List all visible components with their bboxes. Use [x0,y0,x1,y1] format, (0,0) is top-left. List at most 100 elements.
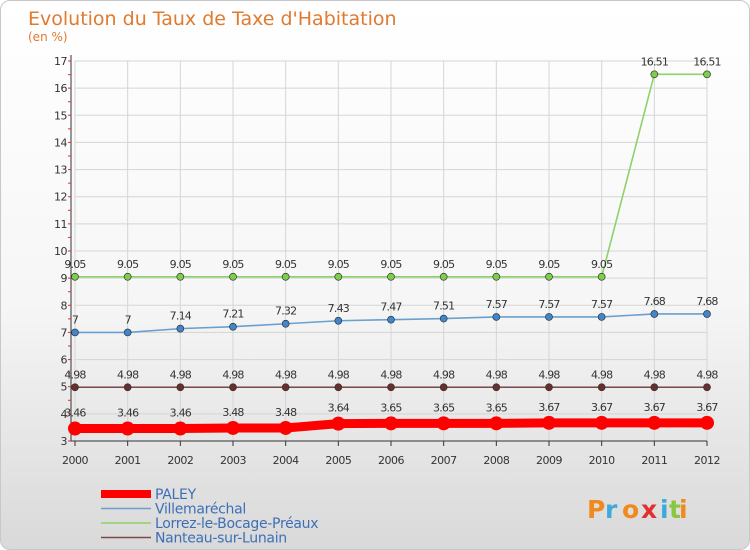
data-label: 3.65 [433,401,455,414]
data-point [123,328,132,337]
data-point [68,421,82,436]
data-label: 7.43 [328,302,350,315]
data-point [331,416,346,431]
data-label: 7 [125,313,132,326]
data-point [647,415,662,430]
logo-letter: x [641,495,657,524]
data-label: 7.68 [644,295,666,308]
data-label: 4.98 [380,368,402,381]
data-point [71,383,79,392]
data-label: 9.05 [538,258,560,271]
data-point [334,383,343,392]
data-label: 7.57 [486,298,508,311]
data-point [650,310,659,318]
data-label: 3.64 [328,402,350,415]
data-point [650,383,659,392]
data-label: 4.98 [696,368,718,381]
y-tick-label: 9 [61,272,68,285]
x-tick-label: 2006 [378,454,404,467]
data-label: 3.48 [275,406,297,419]
data-label: 4.98 [275,368,297,381]
data-point [71,328,79,337]
legend: PALEYVillemaréchalLorrez-le-Bocage-Préau… [101,487,319,547]
data-point [545,272,553,281]
data-label: 9.05 [64,258,86,271]
logo-letter: t [669,495,681,524]
legend-label: PALEY [155,487,197,503]
x-tick-label: 2007 [431,454,457,467]
data-point [176,383,185,392]
data-point [545,313,553,321]
data-point [281,383,290,392]
logo-letter: P [587,495,605,524]
data-label: 9.05 [222,258,244,271]
data-point [439,383,448,392]
data-label: 7.21 [222,308,243,321]
x-tick-label: 2000 [62,454,88,467]
legend-label: Villemaréchal [155,502,246,518]
data-label: 9.05 [380,258,402,271]
data-point [492,272,501,281]
y-tick-label: 7 [61,326,68,339]
x-tick-label: 2009 [536,454,562,467]
data-label: 9.05 [117,258,139,271]
x-tick-label: 2005 [325,454,351,467]
data-point [387,272,395,281]
data-label: 3.67 [538,401,560,414]
data-point [597,383,606,392]
chart-unit: (en %) [28,30,68,44]
data-point [594,415,609,430]
chart-title: Evolution du Taux de Taxe d'Habitation [28,8,397,30]
y-tick-label: 4 [61,408,68,421]
y-tick-label: 12 [54,191,67,204]
data-label: 4.98 [538,368,560,381]
legend-label: Lorrez-le-Bocage-Préaux [155,516,318,532]
y-tick-label: 6 [61,354,68,367]
x-tick-label: 2003 [220,454,246,467]
x-tick-label: 2008 [483,454,509,467]
logo-letter: i [660,495,669,524]
x-tick-label: 2012 [694,454,720,467]
data-point [542,415,556,430]
data-point [176,272,185,281]
data-point [123,383,132,392]
data-point [700,415,714,430]
y-tick-label: 13 [54,164,67,177]
data-label: 16.51 [641,55,669,68]
data-point [387,383,395,392]
legend-label: Nanteau-sur-Lunain [155,531,287,547]
y-tick-label: 16 [54,82,67,95]
data-label: 4.98 [591,368,613,381]
data-label: 3.46 [170,407,192,420]
data-label: 7 [72,313,79,326]
data-label: 9.05 [591,258,613,271]
x-tick-label: 2001 [115,454,141,467]
data-label: 7.57 [538,298,560,311]
data-label: 3.67 [644,401,666,414]
data-label: 16.51 [693,55,721,68]
data-point [229,272,237,281]
data-point [703,70,711,79]
data-label: 7.51 [433,300,454,313]
data-point [650,70,659,79]
data-label: 3.67 [696,401,718,414]
data-point [71,272,79,281]
data-point [278,420,293,435]
x-tick-label: 2010 [589,454,615,467]
data-point [229,322,237,331]
data-label: 7.14 [170,310,192,323]
data-point [703,383,711,392]
data-label: 4.98 [644,368,666,381]
data-point [492,383,501,392]
data-point [334,316,343,325]
grid [74,60,708,442]
data-label: 9.05 [433,258,455,271]
data-label: 3.46 [64,407,86,420]
data-point [597,313,606,321]
data-label: 7.68 [696,295,718,308]
data-point [489,416,504,431]
data-point [176,324,185,333]
